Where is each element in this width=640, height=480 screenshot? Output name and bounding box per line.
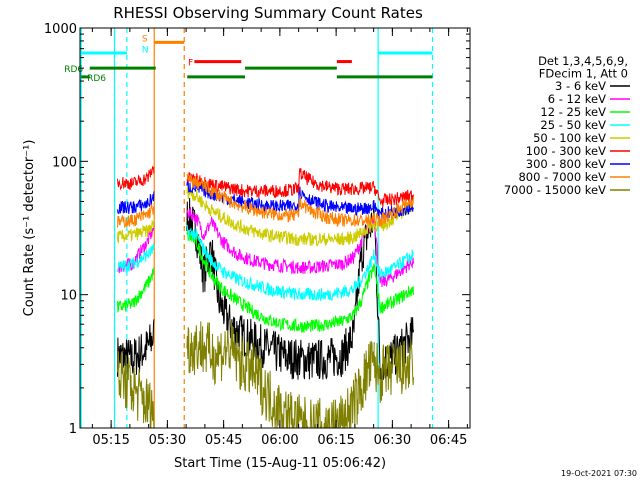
x-tick-label-0: 05:15 [92,433,129,448]
legend-label-2: 12 - 25 keV [540,105,606,119]
series-line-3 [117,224,414,302]
legend-label-8: 7000 - 15000 keV [504,183,606,197]
series-line-6 [117,181,414,221]
chart-title: RHESSI Observing Summary Count Rates [113,4,423,22]
x-axis-label: Start Time (15-Aug-11 05:06:42) [174,456,386,471]
series-line-4 [117,185,414,247]
legend-label-0: 3 - 6 keV [555,79,606,93]
annotation-0: S [142,34,148,44]
annotation-4: RD6 [87,74,106,84]
x-tick-label-2: 05:45 [205,433,242,448]
x-tick-label-3: 06:00 [261,433,298,448]
annotation-2: F [188,59,193,69]
x-tick-label-4: 06:15 [317,433,354,448]
legend-header-1: FDecim 1, Att 0 [539,67,628,81]
x-tick-label-1: 05:30 [149,433,186,448]
annotation-3: RD6 [64,65,83,75]
x-tick-label-5: 06:30 [374,433,411,448]
series-line-1 [117,207,414,288]
y-tick-label-2: 100 [52,155,77,170]
series-line-8 [117,321,414,428]
y-tick-label-0: 1 [69,422,77,437]
y-axis-label: Count Rate (s⁻¹ detector⁻¹) [22,140,37,317]
plot-frame [79,27,471,429]
series-line-5 [117,165,414,208]
legend-label-6: 300 - 800 keV [526,157,606,171]
legend-label-4: 50 - 100 keV [533,131,606,145]
x-tick-label-6: 06:45 [430,433,467,448]
annotation-1: N [142,46,149,56]
series-line-2 [117,230,414,333]
series-line-0 [117,197,414,383]
y-tick-label-3: 1000 [44,22,77,37]
legend-label-1: 6 - 12 keV [548,92,606,106]
legend-label-3: 25 - 50 keV [540,118,606,132]
legend-label-7: 800 - 7000 keV [518,170,606,184]
plot-area [80,28,434,428]
legend-header-0: Det 1,3,4,5,6,9, [538,54,628,68]
series-line-7 [117,172,414,228]
y-tick-label-1: 10 [60,289,77,304]
legend-label-5: 100 - 300 keV [526,144,606,158]
footer-timestamp: 19-Oct-2021 07:30 [561,469,637,478]
